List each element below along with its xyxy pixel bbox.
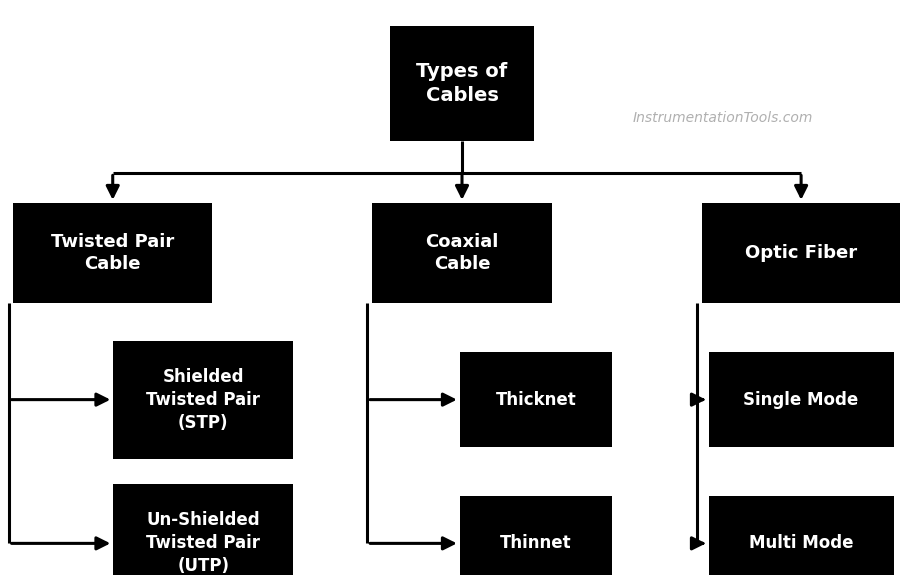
- Text: Coaxial
Cable: Coaxial Cable: [425, 232, 499, 274]
- FancyBboxPatch shape: [13, 202, 212, 304]
- FancyBboxPatch shape: [459, 352, 612, 447]
- Text: Thinnet: Thinnet: [500, 534, 572, 553]
- Text: Un-Shielded
Twisted Pair
(UTP): Un-Shielded Twisted Pair (UTP): [146, 512, 261, 575]
- Text: Thicknet: Thicknet: [495, 390, 577, 409]
- FancyBboxPatch shape: [709, 496, 894, 575]
- FancyBboxPatch shape: [113, 340, 294, 459]
- FancyBboxPatch shape: [113, 484, 294, 575]
- Text: Multi Mode: Multi Mode: [748, 534, 854, 553]
- Text: Shielded
Twisted Pair
(STP): Shielded Twisted Pair (STP): [146, 368, 261, 431]
- Text: Twisted Pair
Cable: Twisted Pair Cable: [51, 232, 175, 274]
- Text: Single Mode: Single Mode: [744, 390, 858, 409]
- Text: Optic Fiber: Optic Fiber: [745, 244, 857, 262]
- FancyBboxPatch shape: [702, 202, 900, 304]
- FancyBboxPatch shape: [709, 352, 894, 447]
- FancyBboxPatch shape: [459, 496, 612, 575]
- Text: InstrumentationTools.com: InstrumentationTools.com: [633, 111, 813, 125]
- Text: Types of
Cables: Types of Cables: [417, 62, 507, 105]
- FancyBboxPatch shape: [390, 26, 534, 141]
- FancyBboxPatch shape: [371, 202, 552, 304]
